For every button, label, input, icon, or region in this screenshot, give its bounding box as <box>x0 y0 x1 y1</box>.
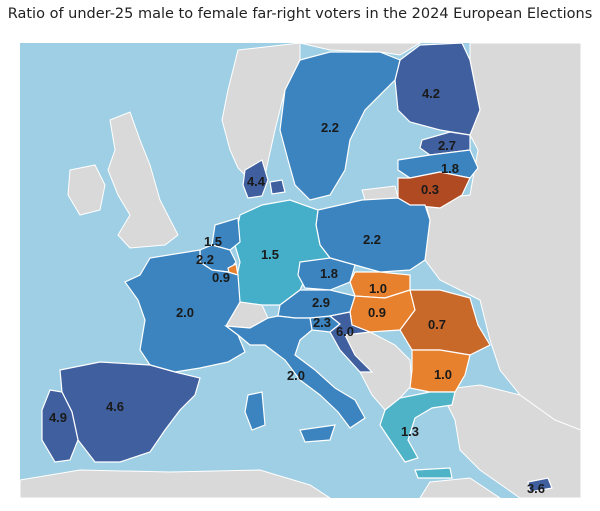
label-slovakia: 1.0 <box>369 281 387 296</box>
country-croatia <box>328 311 374 373</box>
label-romania: 0.7 <box>428 317 446 332</box>
country-cyprus <box>527 477 553 493</box>
eu-countries <box>41 43 553 493</box>
label-lithuania: 0.3 <box>421 182 439 197</box>
value-labels: 4.2 2.2 2.7 1.8 0.3 4.4 2.2 1.5 1.5 2.2 … <box>49 86 545 496</box>
label-bulgaria: 1.0 <box>434 367 452 382</box>
label-latvia: 1.8 <box>441 161 459 176</box>
label-italy: 2.0 <box>287 368 305 383</box>
label-slovenia: 2.3 <box>313 315 331 330</box>
country-france <box>124 249 246 373</box>
label-finland: 4.2 <box>422 86 440 101</box>
label-luxembourg: 0.9 <box>212 270 230 285</box>
map-title: Ratio of under-25 male to female far-rig… <box>7 6 593 22</box>
country-denmark <box>242 159 286 199</box>
label-czechia: 1.8 <box>320 266 338 281</box>
country-portugal <box>41 389 79 463</box>
label-estonia: 2.7 <box>438 138 456 153</box>
europe-choropleth-map: 4.2 2.2 2.7 1.8 0.3 4.4 2.2 1.5 1.5 2.2 … <box>20 43 581 498</box>
label-cyprus: 3.6 <box>527 481 545 496</box>
country-greece <box>379 391 456 479</box>
country-sweden <box>279 51 401 201</box>
label-portugal: 4.9 <box>49 410 67 425</box>
country-italy <box>223 315 366 443</box>
label-austria: 2.9 <box>312 295 330 310</box>
label-croatia: 6.0 <box>336 324 354 339</box>
label-belgium: 2.2 <box>196 252 214 267</box>
country-netherlands <box>211 217 241 251</box>
label-denmark: 4.4 <box>247 174 266 189</box>
label-germany: 1.5 <box>261 247 279 262</box>
label-greece: 1.3 <box>401 424 419 439</box>
label-france: 2.0 <box>176 305 194 320</box>
label-sweden: 2.2 <box>321 120 339 135</box>
non-eu-land <box>20 43 581 498</box>
label-poland: 2.2 <box>363 232 381 247</box>
label-netherlands: 1.5 <box>204 234 222 249</box>
label-hungary: 0.9 <box>368 305 386 320</box>
label-spain: 4.6 <box>106 399 124 414</box>
country-czechia <box>297 257 356 291</box>
